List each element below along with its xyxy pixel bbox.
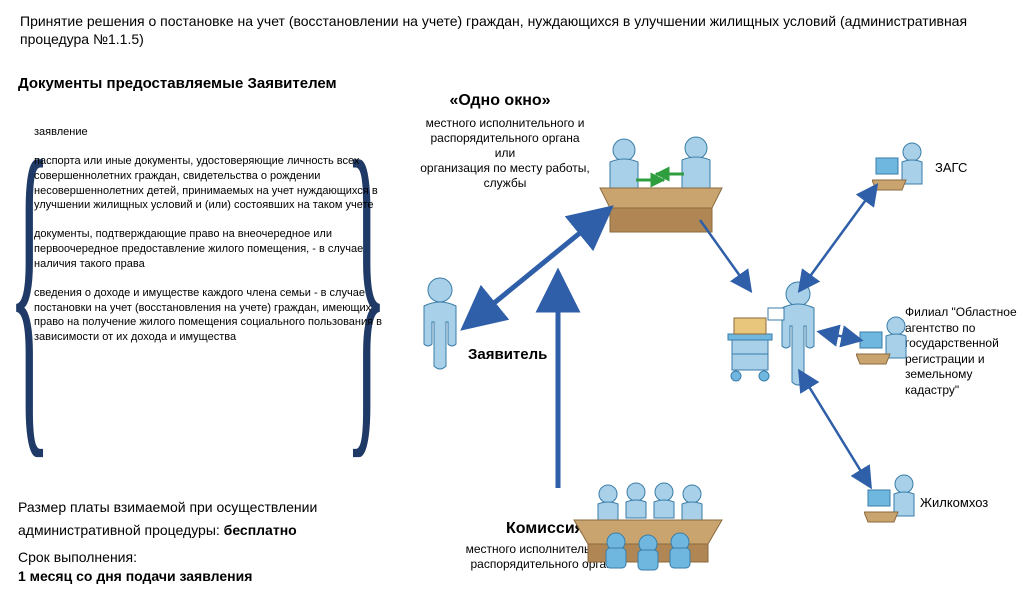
doc-item: сведения о доходе и имуществе каждого чл…	[34, 286, 384, 345]
person-icon	[412, 276, 468, 372]
agency-label: Филиал "Областное агентство по государст…	[905, 305, 1020, 399]
one-window-title: «Одно окно»	[420, 92, 580, 110]
documents-list: заявление паспорта или иные документы, у…	[34, 125, 384, 359]
fee-line1: Размер платы взимаемой при осуществлении	[18, 498, 388, 517]
fee-block: Размер платы взимаемой при осуществлении…	[18, 498, 388, 540]
pc-person-icon	[872, 140, 932, 196]
applicant-label: Заявитель	[468, 346, 547, 363]
page-title: Принятие решения о постановке на учет (в…	[20, 12, 1000, 48]
zhk-label: Жилкомхоз	[920, 495, 988, 510]
desk-icon	[596, 130, 726, 240]
term-value: 1 месяц со дня подачи заявления	[18, 567, 388, 586]
doc-item: паспорта или иные документы, удостоверяю…	[34, 154, 384, 213]
commission-icon	[568, 482, 728, 578]
fee-line2-prefix: административной процедуры:	[18, 522, 224, 538]
term-block: Срок выполнения: 1 месяц со дня подачи з…	[18, 548, 388, 586]
doc-item: документы, подтверждающие право на внеоч…	[34, 227, 384, 272]
doc-item: заявление	[34, 125, 384, 140]
pc-person-icon	[856, 314, 916, 370]
clerk-icon	[720, 278, 830, 398]
fee-value: бесплатно	[224, 522, 297, 538]
one-window-subtitle: местного исполнительного и распорядитель…	[420, 116, 590, 191]
pc-person-icon	[864, 472, 924, 528]
term-label: Срок выполнения:	[18, 548, 388, 567]
zags-label: ЗАГС	[935, 160, 967, 175]
documents-heading: Документы предоставляемые Заявителем	[18, 75, 337, 92]
